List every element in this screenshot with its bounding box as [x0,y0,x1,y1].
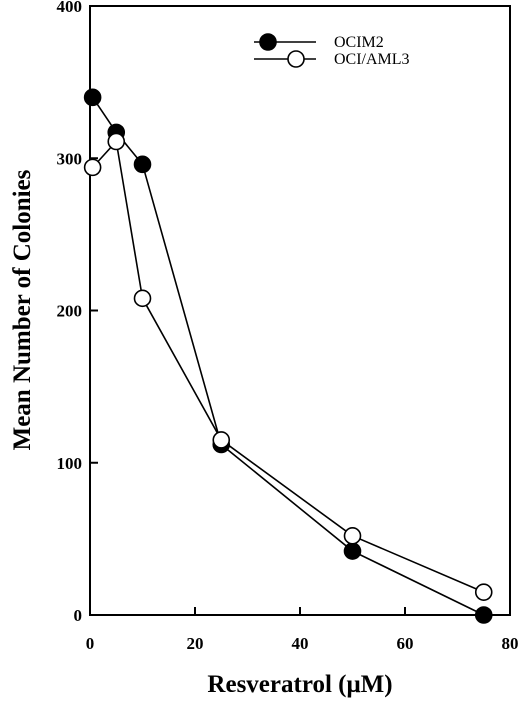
y-tick-label: 200 [57,302,83,321]
x-axis-title: Resveratrol (μM) [207,671,392,698]
data-point-ociaml3 [83,158,102,177]
series-line-ocim2 [91,96,485,616]
legend-label-ociaml3: OCI/AML3 [334,51,410,68]
legend-label-ocim2: OCIM2 [334,34,384,51]
series-line-ociaml3 [92,139,485,593]
y-axis-title: Mean Number of Colonies [9,169,36,450]
series-points [83,88,493,624]
legend-marker-ociaml3 [287,50,305,68]
data-point-ociaml3 [474,583,493,601]
x-tick-label: 80 [502,634,519,653]
plot-frame [89,5,511,616]
data-point-ocim2 [474,606,493,624]
x-axis-ticks: 0 20 40 60 80 [86,607,519,653]
y-tick-label: 300 [57,149,83,168]
series-lines [91,96,485,616]
data-point-ocim2 [83,88,102,107]
legend-marker-ocim2 [259,33,277,51]
x-tick-label: 40 [292,634,309,653]
x-tick-label: 0 [86,634,95,653]
legend: OCIM2 OCI/AML3 [254,33,410,68]
data-point-ocim2 [343,542,362,560]
data-point-ociaml3 [343,527,362,545]
data-point-ociaml3 [212,431,231,449]
y-axis-ticks: 0 100 200 300 400 [57,0,98,625]
data-point-ociaml3 [133,289,152,308]
y-tick-label: 100 [57,454,83,473]
x-tick-label: 20 [187,634,204,653]
data-point-ocim2 [133,155,152,174]
data-point-ociaml3 [107,132,126,151]
x-tick-label: 60 [397,634,414,653]
y-tick-label: 0 [74,606,83,625]
y-tick-label: 400 [57,0,83,16]
